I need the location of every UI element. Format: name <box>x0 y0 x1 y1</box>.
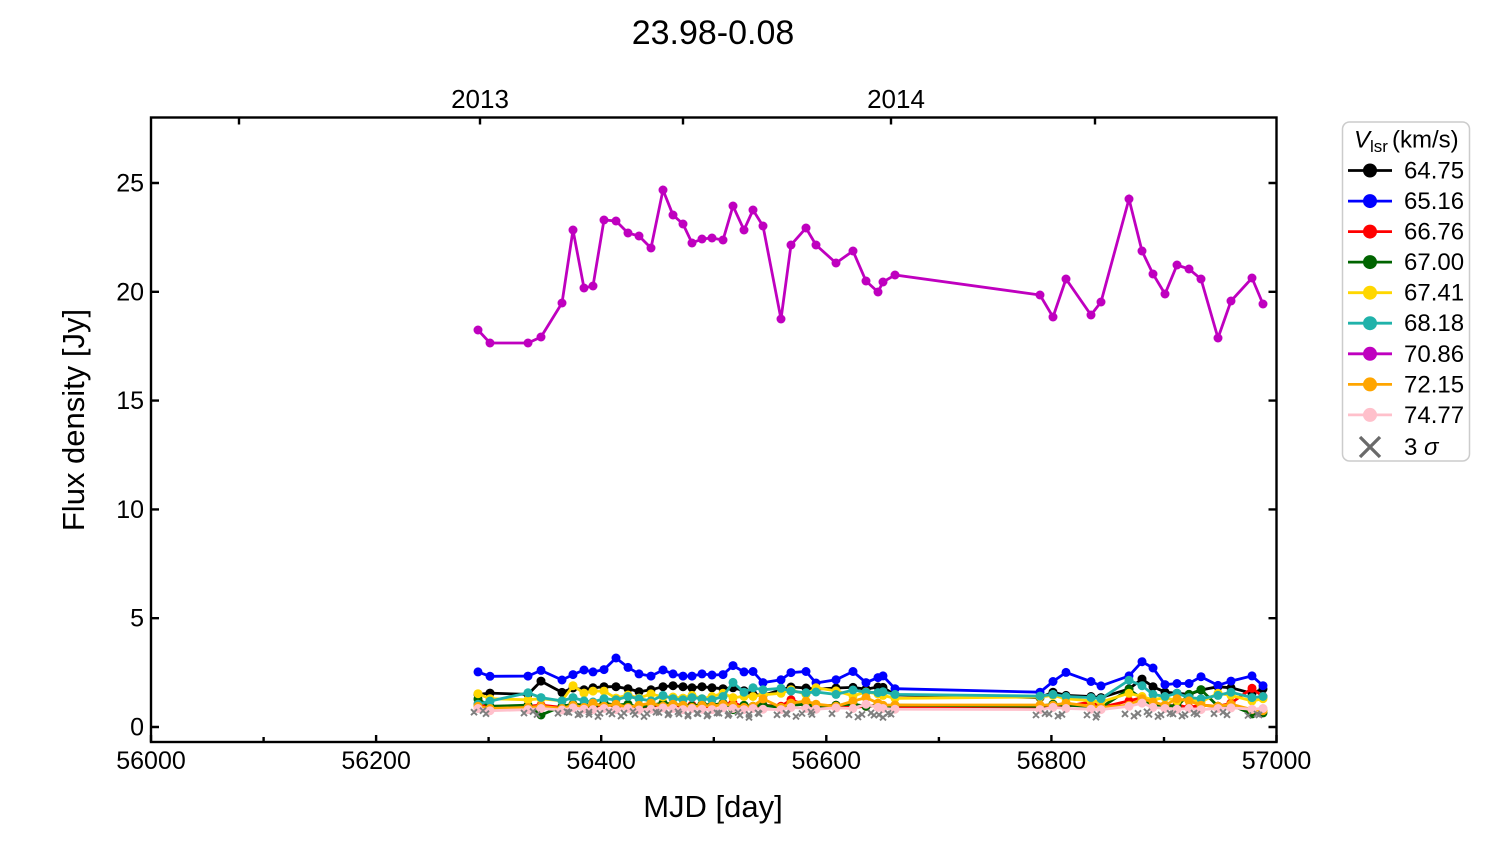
svg-text:64.75: 64.75 <box>1404 158 1464 185</box>
svg-text:56600: 56600 <box>792 747 862 775</box>
svg-text:56000: 56000 <box>116 747 186 775</box>
svg-text:56200: 56200 <box>341 747 411 775</box>
svg-text:66.76: 66.76 <box>1404 219 1464 246</box>
svg-text:2014: 2014 <box>867 84 925 114</box>
svg-text:23.98-0.08: 23.98-0.08 <box>632 14 795 52</box>
svg-text:72.15: 72.15 <box>1404 371 1464 398</box>
svg-text:MJD [day]: MJD [day] <box>643 789 783 824</box>
svg-text:10: 10 <box>116 496 144 524</box>
svg-text:56800: 56800 <box>1017 747 1087 775</box>
svg-text:68.18: 68.18 <box>1404 310 1464 337</box>
svg-text:67.00: 67.00 <box>1404 249 1464 276</box>
svg-text:57000: 57000 <box>1242 747 1312 775</box>
svg-text:15: 15 <box>116 387 144 415</box>
svg-text:5: 5 <box>130 605 144 633</box>
svg-text:0: 0 <box>130 714 144 742</box>
svg-text:67.41: 67.41 <box>1404 280 1464 307</box>
svg-text:(km/s): (km/s) <box>1392 127 1459 154</box>
svg-text:2013: 2013 <box>451 84 509 114</box>
svg-text:Flux density [Jy]: Flux density [Jy] <box>56 309 91 531</box>
svg-text:25: 25 <box>116 170 144 198</box>
svg-text:3 σ: 3 σ <box>1404 434 1440 461</box>
svg-text:20: 20 <box>116 278 144 306</box>
svg-text:65.16: 65.16 <box>1404 188 1464 215</box>
svg-text:56400: 56400 <box>566 747 636 775</box>
svg-text:lsr: lsr <box>1370 137 1388 156</box>
svg-text:70.86: 70.86 <box>1404 341 1464 368</box>
svg-text:V: V <box>1354 127 1372 154</box>
svg-text:74.77: 74.77 <box>1404 402 1464 429</box>
